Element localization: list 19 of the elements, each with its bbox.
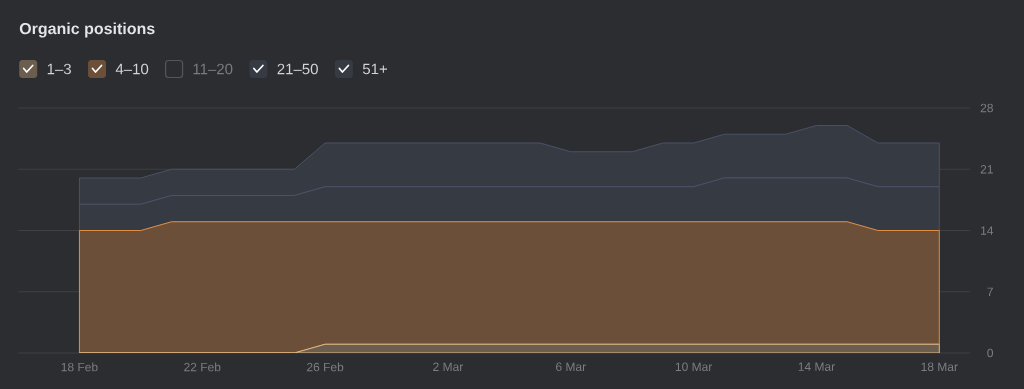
- x-tick-label: 18 Mar: [921, 362, 958, 372]
- x-tick-label: 26 Feb: [307, 362, 344, 372]
- x-tick-label: 22 Feb: [184, 362, 221, 372]
- y-tick-label: 28: [980, 103, 993, 113]
- legend-label: 11–20: [193, 63, 233, 75]
- x-tick-label: 10 Mar: [675, 362, 713, 372]
- y-tick-label: 7: [987, 287, 993, 296]
- chart-title: Organic positions: [19, 22, 155, 38]
- x-tick-label: 14 Mar: [798, 362, 835, 371]
- y-tick-label: 21: [980, 165, 993, 174]
- x-tick-label: 18 Feb: [61, 362, 98, 372]
- legend-label: 21–50: [277, 63, 318, 75]
- legend-label: 1–3: [47, 63, 71, 75]
- y-tick-label: 14: [981, 226, 994, 235]
- x-tick-label: 6 Mar: [556, 362, 586, 372]
- y-tick-label: 0: [987, 348, 994, 358]
- legend-label: 51+: [362, 63, 387, 75]
- legend-label: 4–10: [115, 63, 149, 75]
- x-tick-label: 2 Mar: [433, 362, 464, 372]
